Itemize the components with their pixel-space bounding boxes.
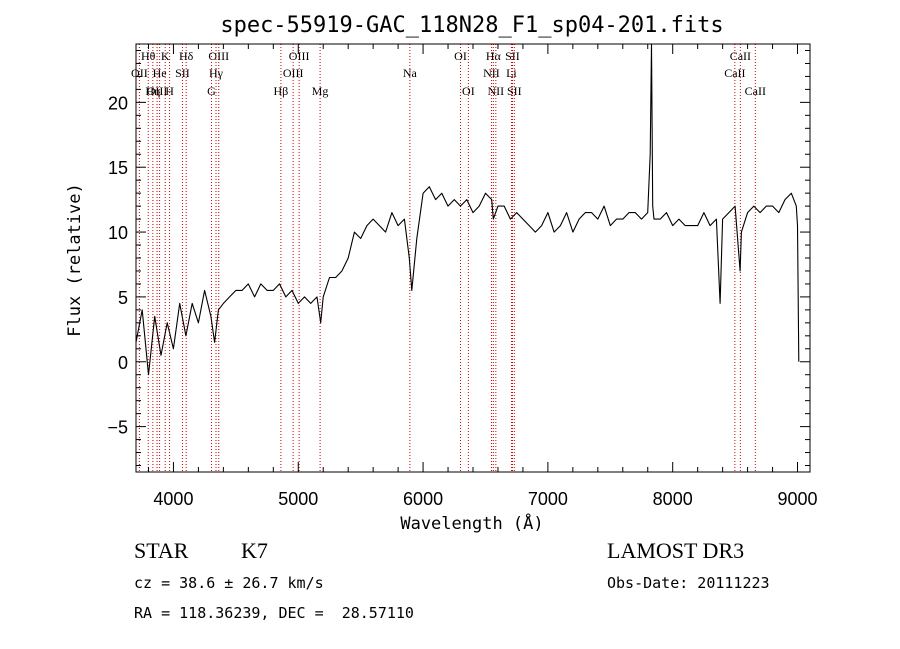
marker-label: OIII [289, 49, 310, 63]
marker-label: SII [505, 49, 520, 63]
marker-label: OIII [147, 84, 168, 98]
x-tick-label: 9000 [777, 489, 817, 509]
marker-label: Hβ [274, 84, 289, 98]
y-tick-label: 0 [118, 353, 128, 373]
y-tick-label: 10 [108, 223, 128, 243]
survey-name: LAMOST DR3 [607, 538, 745, 563]
sky-coordinates: RA = 118.36239, DEC = 28.57110 [134, 604, 414, 622]
spectral-line-markers: Hθ OII OIII K He Hη H Hδ SII OIII Hγ G OIII OIII Hβ Mg N… [131, 44, 766, 472]
object-class: STAR [134, 538, 189, 563]
x-tick-label: 6000 [403, 489, 443, 509]
plot-frame [135, 43, 811, 473]
marker-label: CaII [745, 84, 766, 98]
marker-label: Na [403, 66, 418, 80]
marker-label: SII [507, 84, 522, 98]
observation-date: Obs-Date: 20111223 [607, 574, 770, 592]
marker-label: OIII [208, 49, 229, 63]
marker-label: OII [131, 66, 148, 80]
marker-label: CaII [724, 66, 745, 80]
marker-label: Mg [312, 84, 329, 98]
y-tick-label: 15 [108, 158, 128, 178]
y-tick-label: −5 [107, 418, 128, 438]
marker-label: K [161, 49, 170, 63]
x-axis-label: Wavelength (Å) [400, 512, 543, 534]
axis-ticks: 4000 5000 6000 7000 8000 9000 −5 0 5 10 15 20 [107, 44, 818, 509]
marker-label: SII [175, 66, 190, 80]
marker-label: Hδ [179, 49, 194, 63]
y-tick-label: 5 [118, 288, 128, 308]
marker-label: He [153, 66, 167, 80]
y-axis-label: Flux (relative) [65, 183, 85, 337]
marker-label: Hη [145, 84, 160, 98]
chart-title: spec-55919-GAC_118N28_F1_sp04-201.fits [220, 13, 723, 38]
y-tick-label: 20 [108, 93, 128, 113]
series-layer [135, 43, 800, 376]
marker-label: Hθ [141, 49, 156, 63]
marker-label: Li [506, 66, 517, 80]
marker-label: Hα [486, 49, 502, 63]
marker-label: CaII [730, 49, 751, 63]
series-line-spectrum [135, 43, 800, 376]
marker-label: OI [462, 84, 475, 98]
x-tick-label: 8000 [653, 489, 693, 509]
x-tick-label: 5000 [278, 489, 318, 509]
marker-label: NII [483, 66, 500, 80]
marker-label: Hγ [209, 66, 224, 80]
marker-label: G [207, 84, 216, 98]
redshift-cz: cz = 38.6 ± 26.7 km/s [134, 574, 324, 592]
x-tick-label: 7000 [528, 489, 568, 509]
marker-label: H [165, 84, 174, 98]
marker-label: NII [488, 84, 505, 98]
object-subclass: K7 [241, 538, 268, 563]
x-tick-label: 4000 [153, 489, 193, 509]
marker-label: OIII [283, 66, 304, 80]
marker-label: OI [454, 49, 467, 63]
